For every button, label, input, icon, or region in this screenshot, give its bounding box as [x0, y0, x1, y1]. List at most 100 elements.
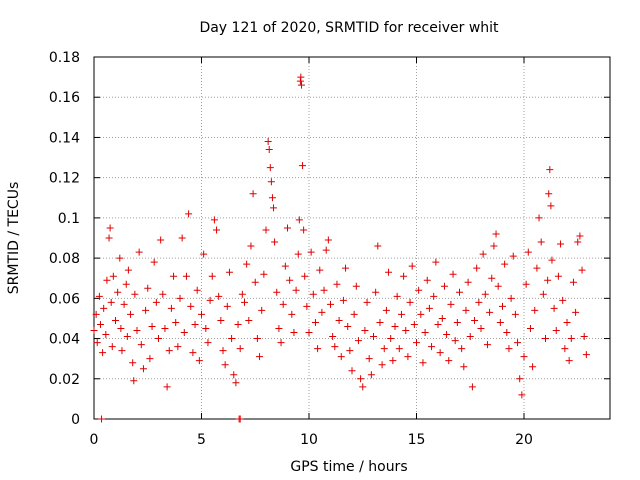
data-point — [90, 327, 98, 335]
data-point — [262, 226, 270, 234]
data-point — [333, 280, 341, 288]
y-tick-label: 0.04 — [49, 332, 80, 348]
data-point — [265, 146, 273, 154]
data-point — [468, 383, 476, 391]
data-point — [370, 333, 377, 341]
data-point — [200, 250, 208, 258]
data-point — [582, 351, 590, 359]
data-point — [241, 298, 248, 306]
data-point — [449, 270, 457, 278]
data-point — [460, 363, 468, 371]
data-point — [526, 325, 534, 332]
data-point — [529, 363, 537, 371]
data-point — [545, 190, 553, 198]
data-point — [490, 242, 498, 250]
data-point — [139, 365, 147, 373]
data-point — [499, 302, 506, 310]
data-point — [178, 234, 186, 242]
data-point — [488, 274, 496, 282]
data-point — [501, 260, 509, 268]
data-point — [419, 359, 427, 367]
y-tick-label: 0.14 — [49, 130, 80, 146]
data-point — [277, 339, 285, 347]
data-point — [236, 345, 244, 353]
data-point — [234, 320, 242, 328]
data-point — [339, 296, 347, 304]
data-point — [238, 290, 246, 298]
data-point — [542, 335, 549, 343]
data-point — [300, 226, 308, 234]
data-point — [100, 304, 108, 312]
data-point — [524, 248, 532, 256]
data-point — [559, 296, 567, 304]
data-point — [193, 286, 201, 294]
data-point — [374, 242, 382, 250]
data-point — [440, 282, 448, 290]
data-point — [213, 226, 221, 234]
data-point — [118, 347, 126, 355]
data-point — [557, 240, 565, 248]
data-point — [131, 290, 139, 298]
data-point — [413, 339, 420, 347]
data-point — [127, 310, 135, 318]
data-point — [225, 268, 233, 276]
data-point — [475, 298, 483, 306]
data-point — [92, 310, 100, 318]
data-point — [350, 310, 358, 318]
data-point — [505, 345, 513, 353]
data-point — [544, 276, 552, 284]
data-point — [430, 292, 438, 300]
data-point — [210, 216, 218, 224]
data-point — [198, 310, 205, 318]
data-point — [537, 238, 545, 246]
data-point — [539, 290, 547, 298]
data-point — [552, 327, 560, 335]
data-point — [387, 335, 395, 343]
data-point — [372, 288, 380, 296]
data-point — [180, 329, 188, 337]
data-point — [563, 318, 571, 326]
data-point — [253, 335, 261, 343]
data-point — [208, 272, 216, 280]
data-point — [376, 318, 384, 326]
data-point — [483, 341, 491, 349]
data-point — [378, 361, 386, 369]
data-point — [299, 162, 307, 170]
data-point — [307, 248, 315, 256]
data-point — [492, 230, 500, 238]
data-point — [408, 262, 416, 270]
data-point — [245, 316, 253, 324]
data-point — [150, 258, 158, 266]
data-point — [106, 224, 114, 232]
data-point — [357, 375, 365, 383]
data-point — [548, 256, 556, 264]
axis-ticks — [93, 56, 610, 420]
data-point — [428, 343, 436, 351]
data-point — [565, 357, 573, 365]
data-point — [331, 343, 339, 351]
data-point — [567, 335, 575, 343]
data-point — [533, 264, 541, 272]
data-point — [477, 325, 485, 332]
data-point — [335, 316, 343, 324]
data-point — [243, 260, 251, 268]
data-point — [187, 302, 195, 310]
data-point — [486, 308, 494, 316]
data-point — [393, 292, 401, 300]
x-tick-label: 5 — [197, 432, 206, 448]
data-point — [98, 415, 106, 423]
data-point — [576, 232, 584, 240]
data-point — [260, 270, 268, 278]
data-point — [531, 306, 539, 314]
data-point — [406, 298, 414, 306]
data-point — [572, 308, 580, 316]
x-tick-label: 10 — [300, 432, 318, 448]
data-point — [423, 276, 431, 284]
data-point — [569, 278, 577, 286]
data-point — [382, 306, 390, 314]
data-point — [395, 345, 403, 353]
data-point — [202, 325, 210, 332]
data-point — [109, 272, 117, 280]
data-point — [503, 329, 511, 337]
data-point — [471, 316, 479, 324]
